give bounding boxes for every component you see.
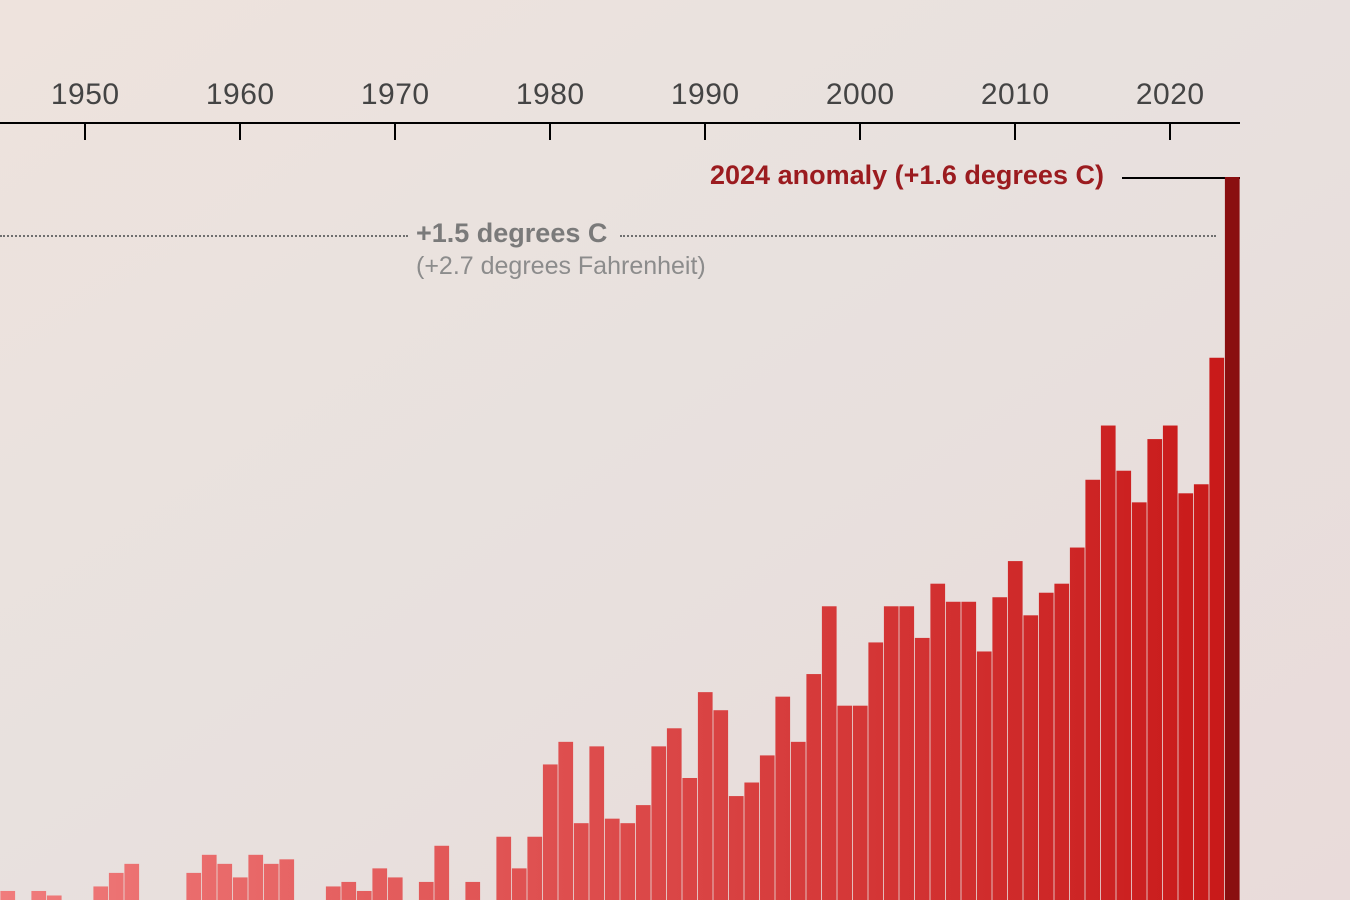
bar	[899, 606, 914, 900]
bar	[388, 877, 403, 900]
bar	[884, 606, 899, 900]
bar	[434, 846, 449, 900]
bar	[341, 882, 356, 900]
bar	[651, 746, 666, 900]
bar	[574, 823, 589, 900]
bar	[620, 823, 635, 900]
bar	[760, 755, 775, 900]
bar	[1209, 358, 1224, 900]
bar	[124, 864, 139, 900]
bar	[1178, 493, 1193, 900]
bar	[0, 891, 15, 900]
bar	[837, 706, 852, 900]
bar	[682, 778, 697, 900]
bar-highlight	[1225, 177, 1240, 900]
bar	[930, 584, 945, 900]
bar	[109, 873, 124, 900]
bar	[419, 882, 434, 900]
bar	[1194, 484, 1209, 900]
bar	[31, 891, 46, 900]
bar	[1085, 480, 1100, 900]
bars-group	[0, 0, 1350, 900]
bar	[357, 891, 372, 900]
bar	[543, 764, 558, 900]
bar	[915, 638, 930, 900]
bar	[698, 692, 713, 900]
bar	[589, 746, 604, 900]
bar	[667, 728, 682, 900]
bar	[791, 742, 806, 900]
bar	[1101, 426, 1116, 900]
bar	[946, 602, 961, 900]
bar	[1008, 561, 1023, 900]
bar	[326, 886, 341, 900]
bar	[1070, 548, 1085, 900]
bar	[961, 602, 976, 900]
bar	[868, 642, 883, 900]
bar	[47, 895, 62, 900]
bar	[465, 882, 480, 900]
bar	[512, 868, 527, 900]
bar	[93, 886, 108, 900]
bar	[1132, 502, 1147, 900]
bar	[853, 706, 868, 900]
bar	[744, 783, 759, 900]
bar	[496, 837, 511, 900]
bar	[636, 805, 651, 900]
bar	[1054, 584, 1069, 900]
bar	[1039, 593, 1054, 900]
bar	[372, 868, 387, 900]
bar	[775, 697, 790, 900]
bar	[729, 796, 744, 900]
bar	[233, 877, 248, 900]
bar	[248, 855, 263, 900]
chart-canvas: 19501960197019801990200020102020 +1.5 de…	[0, 0, 1350, 900]
bar	[217, 864, 232, 900]
bar	[558, 742, 573, 900]
bar	[806, 674, 821, 900]
bar	[713, 710, 728, 900]
bar	[605, 819, 620, 900]
bar	[1163, 426, 1178, 900]
bar	[264, 864, 279, 900]
bar	[1023, 615, 1038, 900]
bar	[1147, 439, 1162, 900]
bar	[992, 597, 1007, 900]
bar	[822, 606, 837, 900]
bar	[1116, 471, 1131, 900]
bar	[279, 859, 294, 900]
bar	[527, 837, 542, 900]
bar	[202, 855, 217, 900]
bar	[186, 873, 201, 900]
bar	[977, 651, 992, 900]
